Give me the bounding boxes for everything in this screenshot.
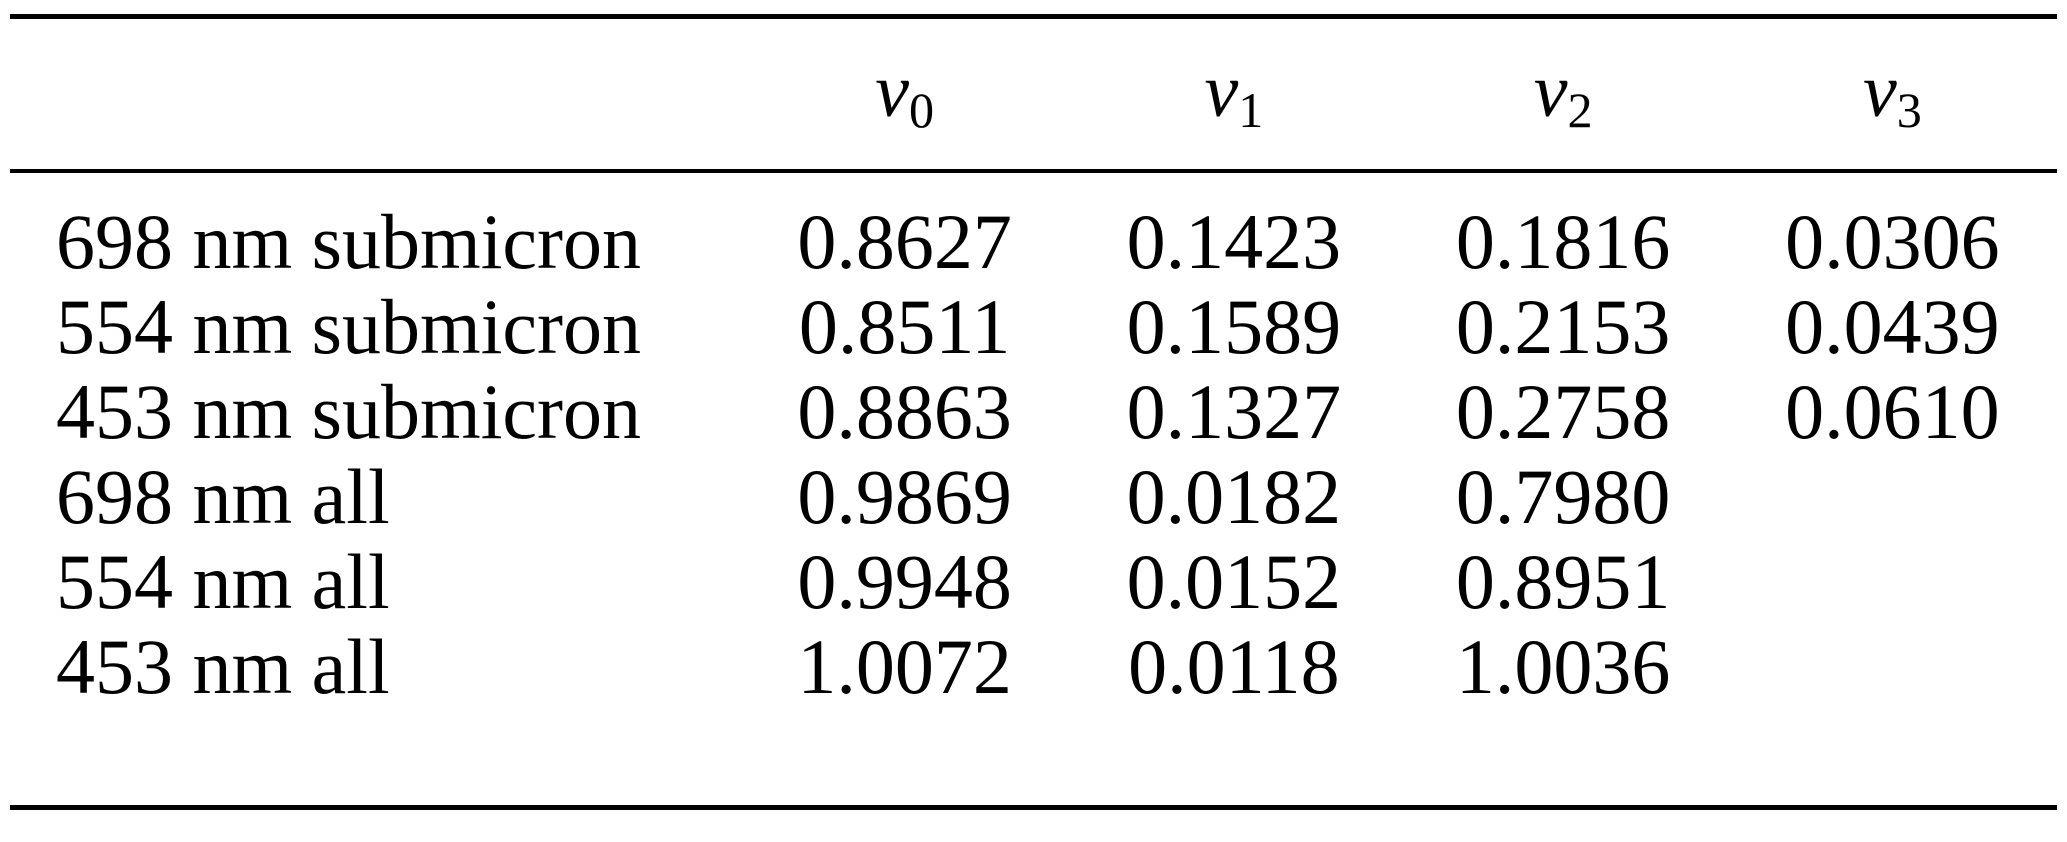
- table-row: 453 nm submicron 0.8863 0.1327 0.2758 0.…: [10, 369, 2057, 454]
- cell-value: 0.7980: [1455, 453, 1671, 540]
- cell-value: 0.1816: [1455, 198, 1671, 285]
- cell-value: 0.8511: [798, 283, 1011, 370]
- var-subscript: 1: [1238, 81, 1264, 138]
- cell-value: 0.9948: [797, 538, 1012, 625]
- row-label: 554 nm all: [56, 538, 390, 625]
- cell-value: 0.9869: [797, 453, 1012, 540]
- cell-value: 0.1327: [1126, 368, 1342, 455]
- header-cell-v1: v1: [1069, 53, 1398, 135]
- cell-value: 0.8863: [797, 368, 1012, 455]
- table-body: 698 nm submicron 0.8627 0.1423 0.1816 0.…: [10, 173, 2057, 805]
- cell-value: 0.0610: [1785, 368, 2000, 455]
- row-label: 698 nm all: [56, 453, 390, 540]
- var-subscript: 2: [1567, 81, 1593, 138]
- var-symbol: v: [875, 48, 909, 133]
- cell-value: 0.0152: [1126, 538, 1342, 625]
- table-row: 453 nm all 1.0072 0.0118 1.0036: [10, 624, 2057, 709]
- cell-value: 0.2758: [1455, 368, 1671, 455]
- row-label: 453 nm submicron: [56, 368, 641, 455]
- row-label: 453 nm all: [56, 623, 390, 710]
- table-row: 554 nm submicron 0.8511 0.1589 0.2153 0.…: [10, 284, 2057, 369]
- paper-table: v0 v1 v2 v3 698 nm submicron 0.8627 0.14…: [10, 0, 2057, 810]
- var-symbol: v: [1533, 48, 1568, 133]
- cell-value: 0.8951: [1455, 538, 1671, 625]
- row-label: 698 nm submicron: [56, 198, 641, 285]
- var-symbol: v: [1204, 48, 1239, 133]
- bottom-rule: [10, 805, 2057, 810]
- cell-value: 0.0306: [1785, 198, 2000, 285]
- cell-value: 0.0439: [1785, 283, 2000, 370]
- cell-value: 0.0182: [1126, 453, 1342, 540]
- var-symbol: v: [1862, 48, 1897, 133]
- cell-value: 0.0118: [1128, 623, 1340, 710]
- top-rule: [10, 14, 2057, 19]
- var-subscript: 0: [908, 81, 935, 138]
- cell-value: 1.0072: [797, 623, 1012, 710]
- row-label: 554 nm submicron: [56, 283, 641, 370]
- header-cell-v0: v0: [740, 53, 1069, 135]
- cell-value: 0.1589: [1126, 283, 1342, 370]
- header-cell-v2: v2: [1399, 53, 1728, 135]
- cell-value: 0.2153: [1455, 283, 1671, 370]
- cell-value: 1.0036: [1455, 623, 1671, 710]
- table-row: 698 nm submicron 0.8627 0.1423 0.1816 0.…: [10, 199, 2057, 284]
- table-row: 698 nm all 0.9869 0.0182 0.7980: [10, 454, 2057, 539]
- cell-value: 0.8627: [797, 198, 1012, 285]
- cell-value: 0.1423: [1126, 198, 1342, 285]
- var-subscript: 3: [1896, 81, 1922, 138]
- table-row: 554 nm all 0.9948 0.0152 0.8951: [10, 539, 2057, 624]
- table-header-row: v0 v1 v2 v3: [10, 19, 2057, 169]
- mid-rule: [10, 169, 2057, 173]
- header-cell-v3: v3: [1728, 53, 2057, 135]
